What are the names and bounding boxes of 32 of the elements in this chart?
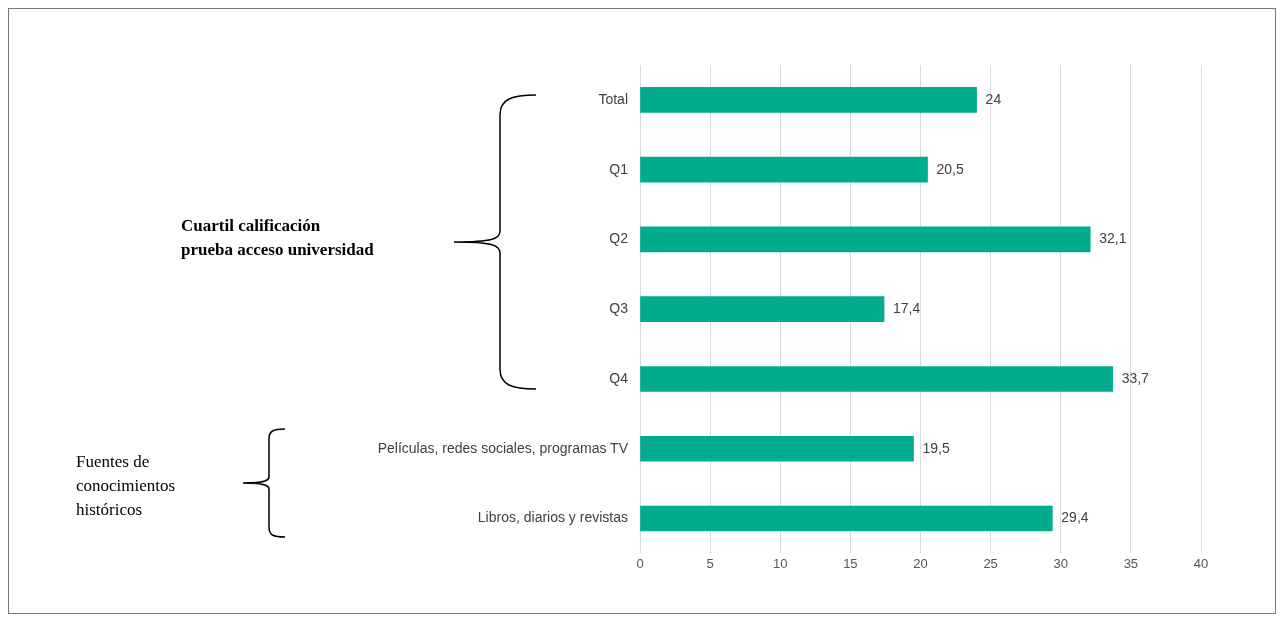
x-tick-label: 5 [706,555,714,571]
x-tick-label: 20 [913,555,928,571]
bar [640,435,914,462]
y-tick-label: Total [598,90,628,107]
data-label: 20,5 [936,160,964,177]
source-note: Fuentes de conocimientos históricos [76,451,177,521]
y-tick-label: Libros, diarios y revistas [477,509,628,526]
bar [640,226,1091,253]
x-tick-label: 35 [1123,555,1139,571]
y-tick-label: Q1 [609,160,629,177]
bar [640,156,928,183]
y-tick-label: Q4 [609,369,629,386]
data-label: 19,5 [922,439,950,456]
data-label: 29,4 [1061,509,1089,526]
data-label: 32,1 [1099,230,1127,247]
bar [640,296,885,323]
bar [640,87,977,113]
y-tick-label: Q2 [609,230,629,247]
bar [640,505,1053,532]
data-label: 33,7 [1121,369,1150,386]
x-tick-label: 15 [843,555,858,571]
data-label: 24 [985,90,1002,107]
x-tick-label: 40 [1193,555,1209,571]
y-tick-label: Películas, redes sociales, programas TV [377,439,629,456]
x-tick-label: 30 [1053,555,1068,571]
text: Cuartil calificación prueba acceso universidad [181,215,374,261]
bar [640,366,1113,392]
x-tick-label: 10 [773,555,788,571]
data-label: 17,4 [893,300,921,317]
x-tick-label: 0 [636,555,644,571]
x-tick-label: 25 [983,555,998,571]
y-tick-label: Q3 [609,300,629,317]
